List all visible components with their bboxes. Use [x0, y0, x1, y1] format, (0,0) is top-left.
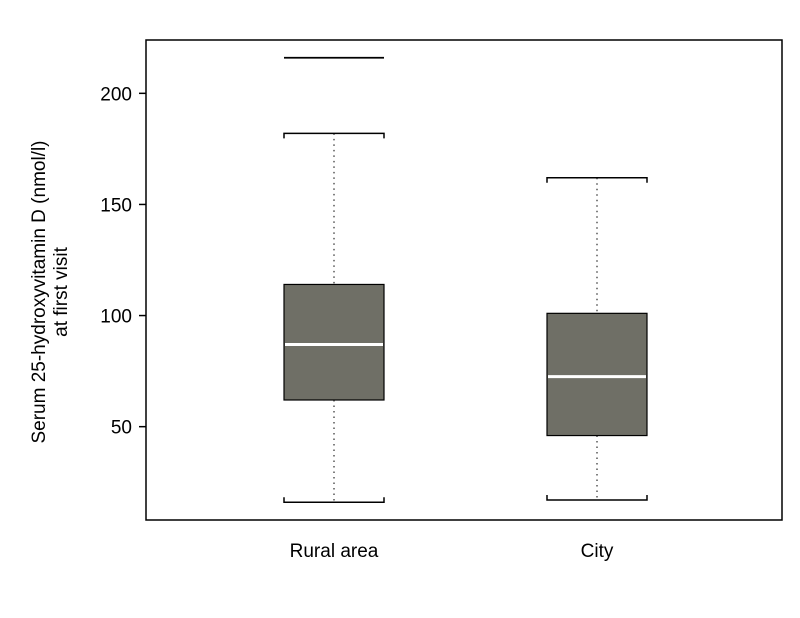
box-1: [546, 177, 648, 501]
x-tick-label: Rural area: [290, 541, 379, 562]
boxes: [283, 56, 648, 503]
lower-whisker-cap: [546, 495, 648, 501]
x-axis-labels: Rural area City: [290, 541, 614, 562]
iqr-box: [283, 283, 385, 401]
y-axis-label-line-2: at first visit: [51, 246, 72, 336]
plot-frame: [145, 39, 783, 521]
lower-whisker-cap: [283, 497, 385, 503]
y-tick-label: 150: [100, 195, 132, 216]
y-axis: 50 100 150 200: [100, 84, 146, 439]
upper-whisker-cap: [546, 177, 648, 183]
x-tick-label: City: [581, 541, 614, 562]
iqr-box: [546, 312, 648, 437]
y-tick-label: 200: [100, 84, 132, 105]
y-axis-label-line-1: Serum 25-hydroxyvitamin D (nmol/l): [29, 140, 50, 443]
y-tick-label: 50: [111, 418, 132, 439]
box-0: [283, 56, 385, 503]
upper-whisker-cap: [283, 132, 385, 139]
y-tick-label: 100: [100, 307, 132, 328]
